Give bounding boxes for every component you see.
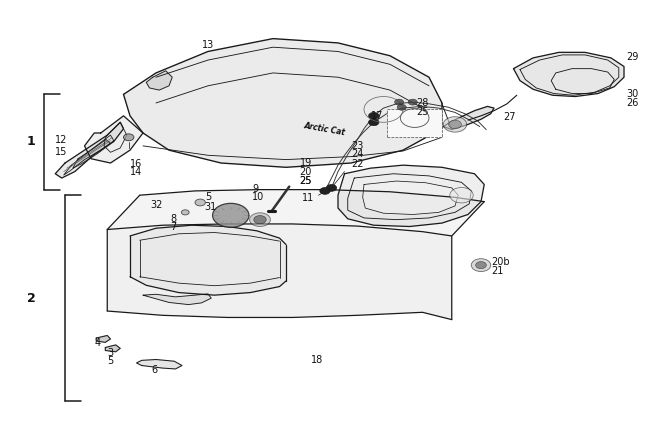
Text: 26: 26 — [626, 98, 638, 108]
Text: 5: 5 — [107, 356, 114, 366]
Circle shape — [250, 213, 270, 227]
Circle shape — [450, 187, 473, 203]
Text: 25: 25 — [300, 176, 312, 186]
Circle shape — [448, 120, 461, 129]
Circle shape — [320, 187, 330, 194]
Text: 10: 10 — [252, 192, 265, 202]
Polygon shape — [96, 335, 110, 342]
Text: 30: 30 — [626, 88, 638, 99]
Text: 18: 18 — [311, 354, 323, 365]
Text: 4: 4 — [95, 338, 101, 348]
Text: 8: 8 — [171, 214, 177, 224]
Text: 3: 3 — [108, 347, 114, 358]
Circle shape — [369, 112, 379, 119]
Text: 22: 22 — [352, 159, 364, 169]
Text: 12: 12 — [55, 135, 67, 145]
Text: 25: 25 — [417, 107, 429, 118]
Circle shape — [471, 259, 491, 272]
Text: 28: 28 — [417, 98, 429, 108]
Polygon shape — [363, 181, 458, 214]
Text: 16: 16 — [130, 159, 142, 169]
Circle shape — [476, 262, 486, 269]
Text: 7: 7 — [170, 222, 177, 233]
Text: 2: 2 — [27, 292, 35, 305]
Circle shape — [395, 99, 404, 105]
Circle shape — [408, 99, 417, 105]
Text: 19: 19 — [300, 158, 312, 168]
Text: 23: 23 — [352, 141, 364, 151]
Polygon shape — [146, 71, 172, 90]
Circle shape — [369, 119, 379, 126]
Polygon shape — [136, 360, 182, 369]
Circle shape — [124, 134, 134, 141]
Circle shape — [397, 104, 406, 110]
Text: 21: 21 — [491, 266, 503, 276]
Polygon shape — [130, 225, 286, 295]
Polygon shape — [73, 139, 110, 168]
Polygon shape — [84, 116, 143, 163]
Polygon shape — [55, 122, 124, 178]
Polygon shape — [105, 345, 120, 352]
Circle shape — [195, 199, 205, 206]
Text: 11: 11 — [302, 193, 315, 203]
Polygon shape — [143, 294, 211, 305]
Polygon shape — [107, 190, 484, 236]
Text: 27: 27 — [504, 112, 516, 122]
Text: 20: 20 — [300, 166, 312, 177]
Text: 29: 29 — [626, 51, 638, 62]
Text: 20b: 20b — [491, 257, 510, 267]
Circle shape — [254, 215, 266, 224]
Text: 15: 15 — [55, 147, 67, 157]
Text: 5: 5 — [205, 192, 211, 202]
Text: 17: 17 — [370, 111, 383, 121]
Polygon shape — [124, 39, 442, 167]
Text: 14: 14 — [130, 167, 142, 178]
Circle shape — [326, 184, 337, 191]
FancyBboxPatch shape — [387, 109, 442, 137]
Circle shape — [181, 210, 189, 215]
Text: 6: 6 — [151, 365, 157, 375]
Text: Arctic Cat: Arctic Cat — [304, 121, 346, 137]
Polygon shape — [514, 52, 624, 97]
Text: 1: 1 — [27, 135, 35, 148]
Text: 31: 31 — [205, 202, 217, 212]
Text: 24: 24 — [352, 149, 364, 160]
Circle shape — [213, 203, 249, 227]
Text: 25: 25 — [300, 176, 312, 186]
Polygon shape — [107, 224, 452, 320]
Polygon shape — [338, 165, 484, 227]
Text: 13: 13 — [202, 40, 214, 50]
Circle shape — [443, 117, 467, 132]
Polygon shape — [551, 69, 614, 94]
Text: 32: 32 — [150, 200, 162, 210]
Text: 9: 9 — [252, 184, 258, 194]
Polygon shape — [443, 106, 494, 130]
